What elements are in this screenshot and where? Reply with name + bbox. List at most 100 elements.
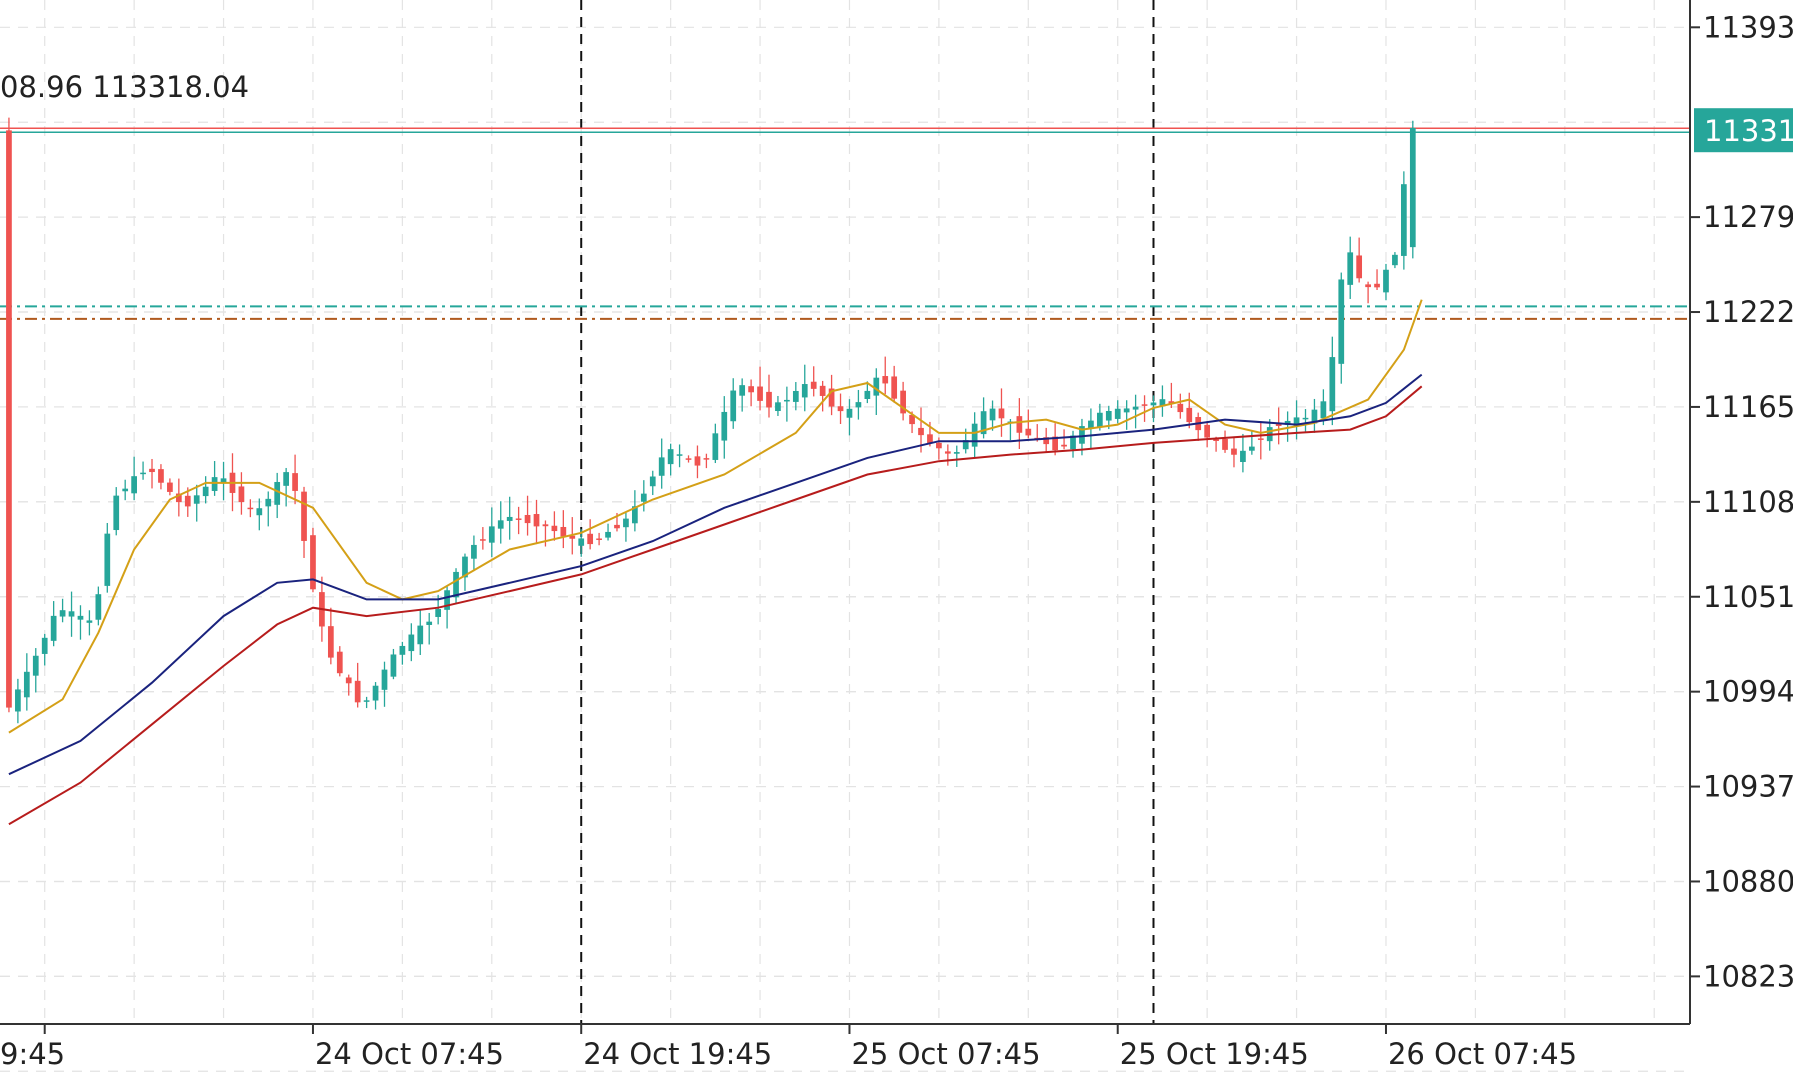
candle-body <box>140 472 146 475</box>
candle-body <box>1257 438 1264 440</box>
candle-body <box>667 449 674 465</box>
candle-body <box>1150 402 1157 406</box>
candle-body <box>184 495 191 507</box>
moving-average-line <box>8 385 1423 826</box>
candle-body <box>506 516 513 521</box>
candle-body <box>167 482 173 492</box>
candle-body <box>104 533 111 586</box>
candle-body <box>417 625 424 645</box>
candle-body <box>1383 269 1389 293</box>
candle-body <box>882 376 889 384</box>
candle-body <box>113 495 120 531</box>
candle-body <box>1231 448 1237 455</box>
candle-body <box>989 408 996 421</box>
candle-body <box>399 645 406 655</box>
candle-body <box>1356 255 1363 279</box>
y-tick-label: 108236 <box>1703 959 1793 993</box>
candle-body <box>1401 184 1407 256</box>
candle-body <box>1329 357 1336 412</box>
session-separators <box>580 0 1155 1024</box>
x-tick-label: 24 Oct 19:45 <box>583 1037 772 1071</box>
candle-body <box>560 526 567 537</box>
candle-body <box>77 615 84 620</box>
candle-body <box>703 458 710 460</box>
candle-body <box>1105 411 1112 421</box>
candle-body <box>1240 450 1246 463</box>
moving-average-line <box>8 299 1423 734</box>
candle-body <box>676 454 683 456</box>
candle-body <box>283 472 289 486</box>
candle-body <box>247 507 254 510</box>
candle-body <box>238 486 245 503</box>
moving-average-line <box>8 373 1423 776</box>
moving-averages <box>8 299 1423 826</box>
candle-body <box>721 411 728 441</box>
x-tick-label: 24 Oct 07:45 <box>315 1037 504 1071</box>
candle-body <box>962 440 969 450</box>
candle-body <box>1392 254 1398 266</box>
candle-body <box>614 524 620 529</box>
candle-body <box>95 594 102 620</box>
candle-body <box>1016 416 1023 433</box>
y-tick-label: 113936 <box>1703 10 1793 44</box>
candle-body <box>1284 420 1291 425</box>
candle-body <box>6 130 12 708</box>
x-tick-label: 9:45 <box>0 1037 65 1071</box>
candle-body <box>1338 279 1345 364</box>
candle-body <box>363 700 370 702</box>
candle-body <box>1168 401 1175 404</box>
candle-body <box>1204 424 1211 438</box>
candle-body <box>1248 446 1255 451</box>
candle-body <box>1159 399 1166 407</box>
time-axis[interactable]: 9:45 24 Oct 07:45 24 Oct 19:45 25 Oct 07:45… <box>0 1024 1577 1071</box>
candle-body <box>837 406 844 412</box>
candle-body <box>864 390 871 399</box>
candle-body <box>1365 284 1371 288</box>
candle-body <box>471 544 477 559</box>
y-tick-label: 109376 <box>1703 770 1793 804</box>
candle-body <box>792 390 799 402</box>
candle-body <box>936 442 942 449</box>
candle-body <box>694 456 701 466</box>
candles <box>6 117 1416 724</box>
candle-body <box>50 615 57 641</box>
candle-body <box>971 423 978 447</box>
candle-body <box>59 610 66 617</box>
candle-body <box>354 680 361 703</box>
candle-body <box>1132 406 1139 410</box>
current-price-tag: 113318 <box>1694 108 1793 153</box>
candle-body <box>515 518 522 520</box>
candle-body <box>220 478 227 483</box>
candle-body <box>1186 407 1193 423</box>
candle-body <box>390 654 397 677</box>
candle-body <box>444 590 450 610</box>
ohlc-readout: 08.96 113318.04 <box>0 70 249 104</box>
candle-body <box>596 538 602 540</box>
x-tick-label: 26 Oct 07:45 <box>1388 1037 1577 1071</box>
x-tick-label: 25 Oct 07:45 <box>851 1037 1040 1071</box>
candle-body <box>41 637 48 654</box>
candle-body <box>453 571 459 598</box>
candle-body <box>327 626 334 658</box>
candle-body <box>372 685 379 701</box>
price-tag-bg <box>1694 108 1793 153</box>
candle-body <box>1222 438 1228 450</box>
candle-body <box>766 391 772 408</box>
price-tag-label: 113318 <box>1704 114 1793 148</box>
candle-body <box>775 402 781 412</box>
candle-body <box>587 533 594 545</box>
candle-body <box>846 408 853 418</box>
candle-body <box>855 402 862 408</box>
candle-body <box>605 531 611 538</box>
candle-body <box>632 506 638 524</box>
price-axis[interactable]: 113936 112796 112226 111656 111086 110516 1099… <box>1690 10 1793 993</box>
candle-body <box>658 457 665 476</box>
candle-body <box>640 493 647 502</box>
candle-body <box>435 609 442 617</box>
candle-body <box>757 386 763 401</box>
candle-body <box>739 385 746 396</box>
candle-body <box>158 469 164 483</box>
candle-body <box>1114 408 1121 419</box>
candle-body <box>1025 428 1032 436</box>
